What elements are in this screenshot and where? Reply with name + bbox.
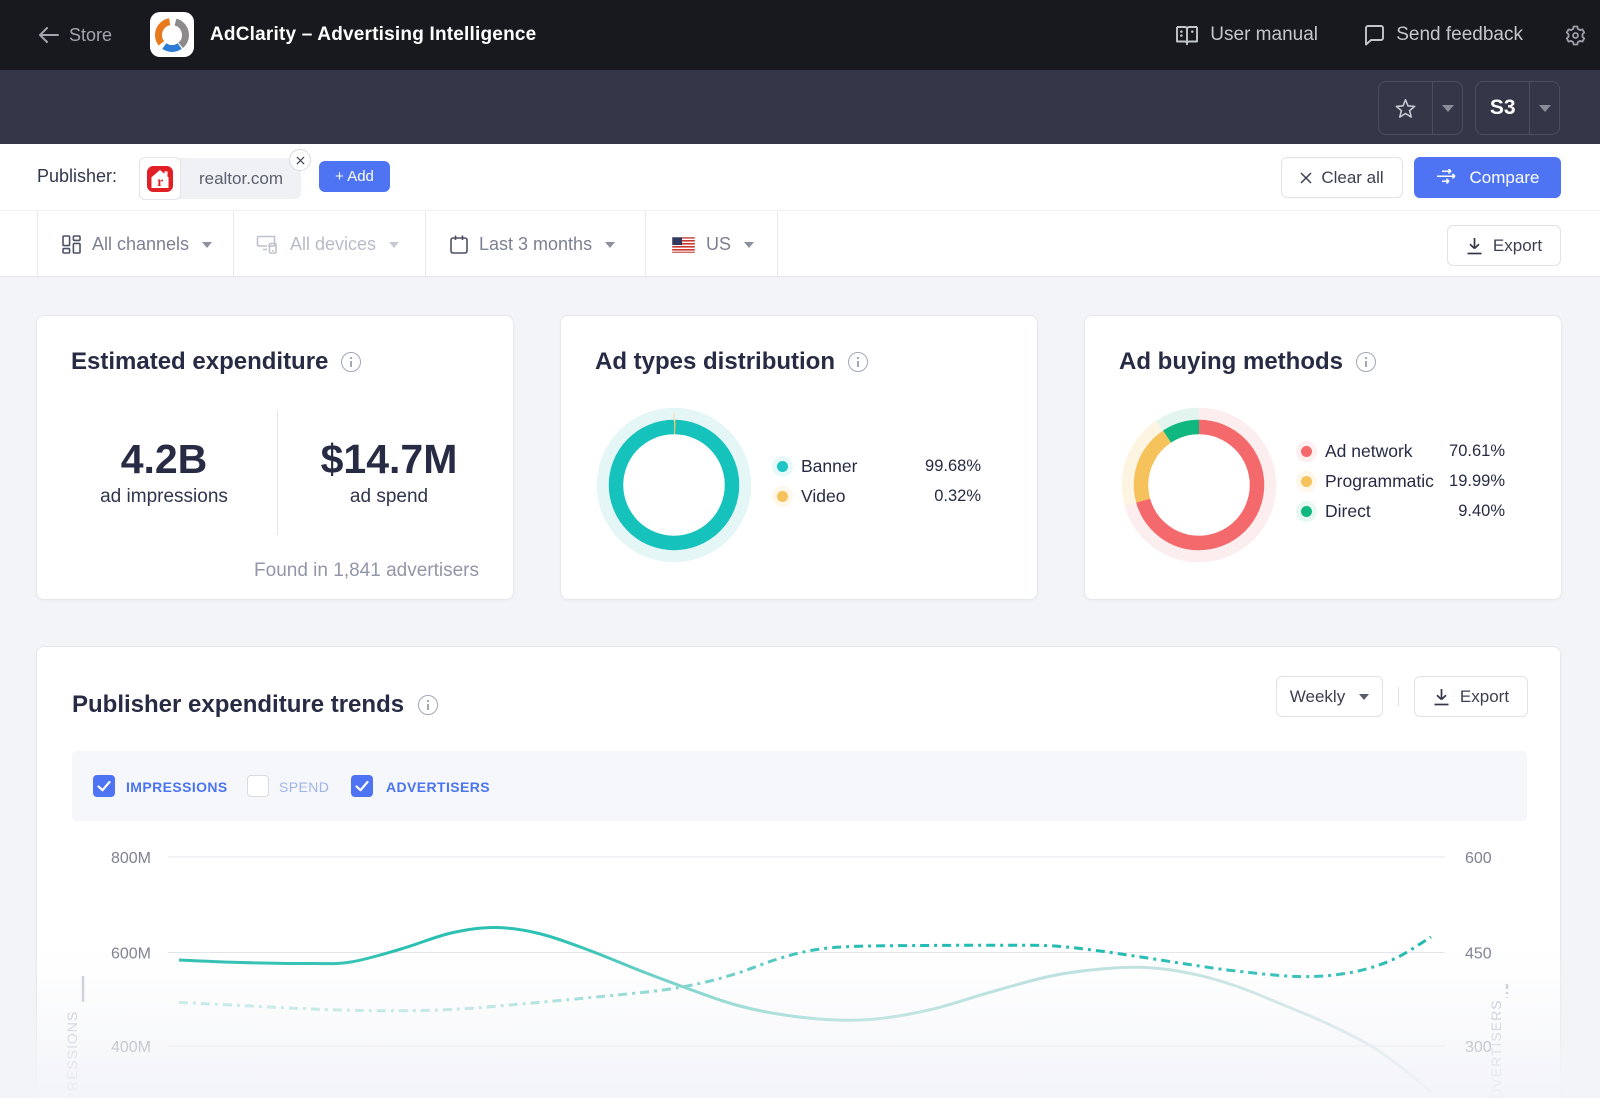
svg-text:800M: 800M — [111, 850, 151, 867]
svg-text:r: r — [157, 174, 163, 189]
svg-text:600: 600 — [1465, 850, 1492, 867]
